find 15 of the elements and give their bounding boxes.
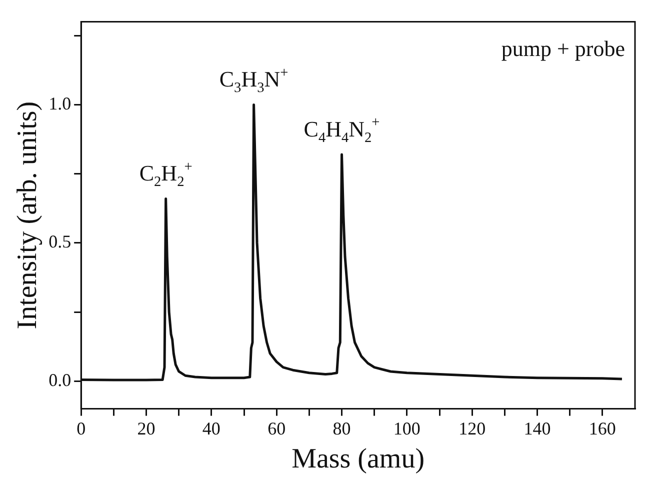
y-axis-title: Intensity (arb. units) (12, 101, 44, 330)
x-tick-label: 100 (393, 418, 420, 438)
annotation: pump + probe (501, 36, 626, 61)
x-tick-label: 140 (524, 418, 551, 438)
x-axis-title: Mass (amu) (292, 444, 425, 475)
x-tick-label: 40 (202, 418, 220, 438)
y-tick-label: 1.0 (48, 93, 72, 114)
x-tick-label: 160 (588, 418, 616, 438)
x-tick-label: 60 (268, 418, 286, 438)
x-tick-label: 20 (137, 418, 156, 438)
x-tick-label: 120 (458, 418, 486, 438)
y-tick-label: 0.0 (48, 370, 72, 390)
y-tick-label: 0.5 (48, 232, 72, 252)
x-tick-label: 80 (332, 418, 351, 438)
x-tick-label: 0 (76, 418, 86, 438)
